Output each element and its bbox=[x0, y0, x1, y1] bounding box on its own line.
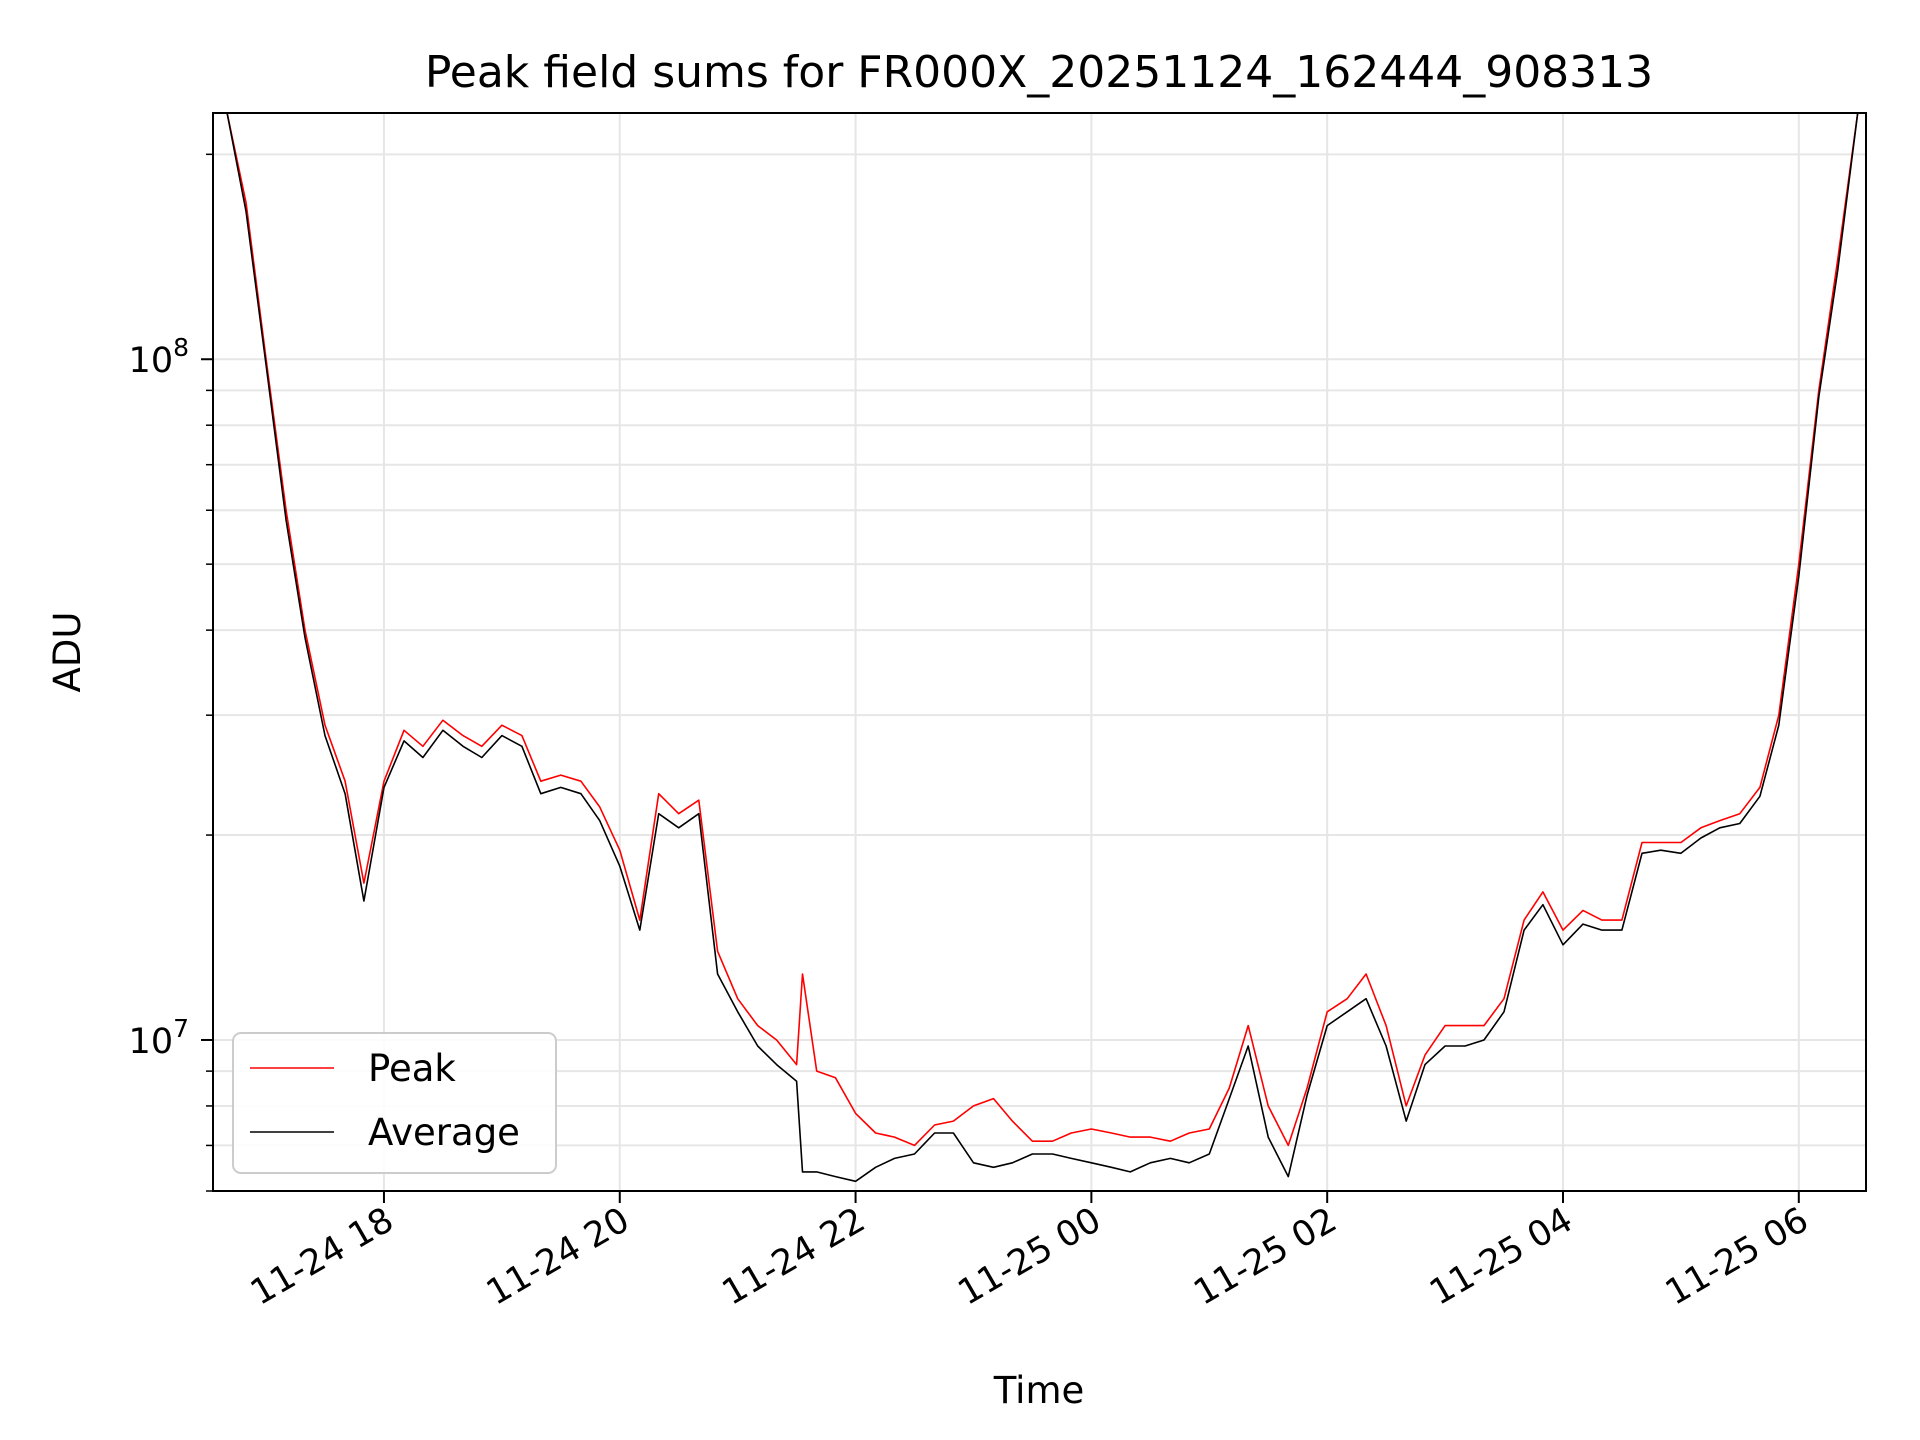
series-group bbox=[226, 113, 1859, 1183]
x-axis-label: Time bbox=[993, 1369, 1085, 1412]
legend-label-average: Average bbox=[368, 1111, 520, 1154]
legend: Peak Average bbox=[232, 1032, 557, 1174]
series-line-peak bbox=[226, 113, 1859, 1147]
chart-title: Peak field sums for FR000X_20251124_1624… bbox=[425, 47, 1653, 98]
plot-frame bbox=[212, 112, 1867, 1192]
y-axis-ticks: 107 108 bbox=[129, 153, 213, 1192]
y-tick-label: 108 bbox=[129, 333, 189, 381]
grid-lines bbox=[213, 113, 1866, 1192]
legend-label-peak: Peak bbox=[368, 1047, 456, 1090]
series-line-average bbox=[226, 113, 1859, 1183]
plot-series bbox=[226, 113, 1859, 1183]
y-tick-label: 107 bbox=[129, 1014, 189, 1062]
y-axis-label: ADU bbox=[46, 612, 89, 693]
